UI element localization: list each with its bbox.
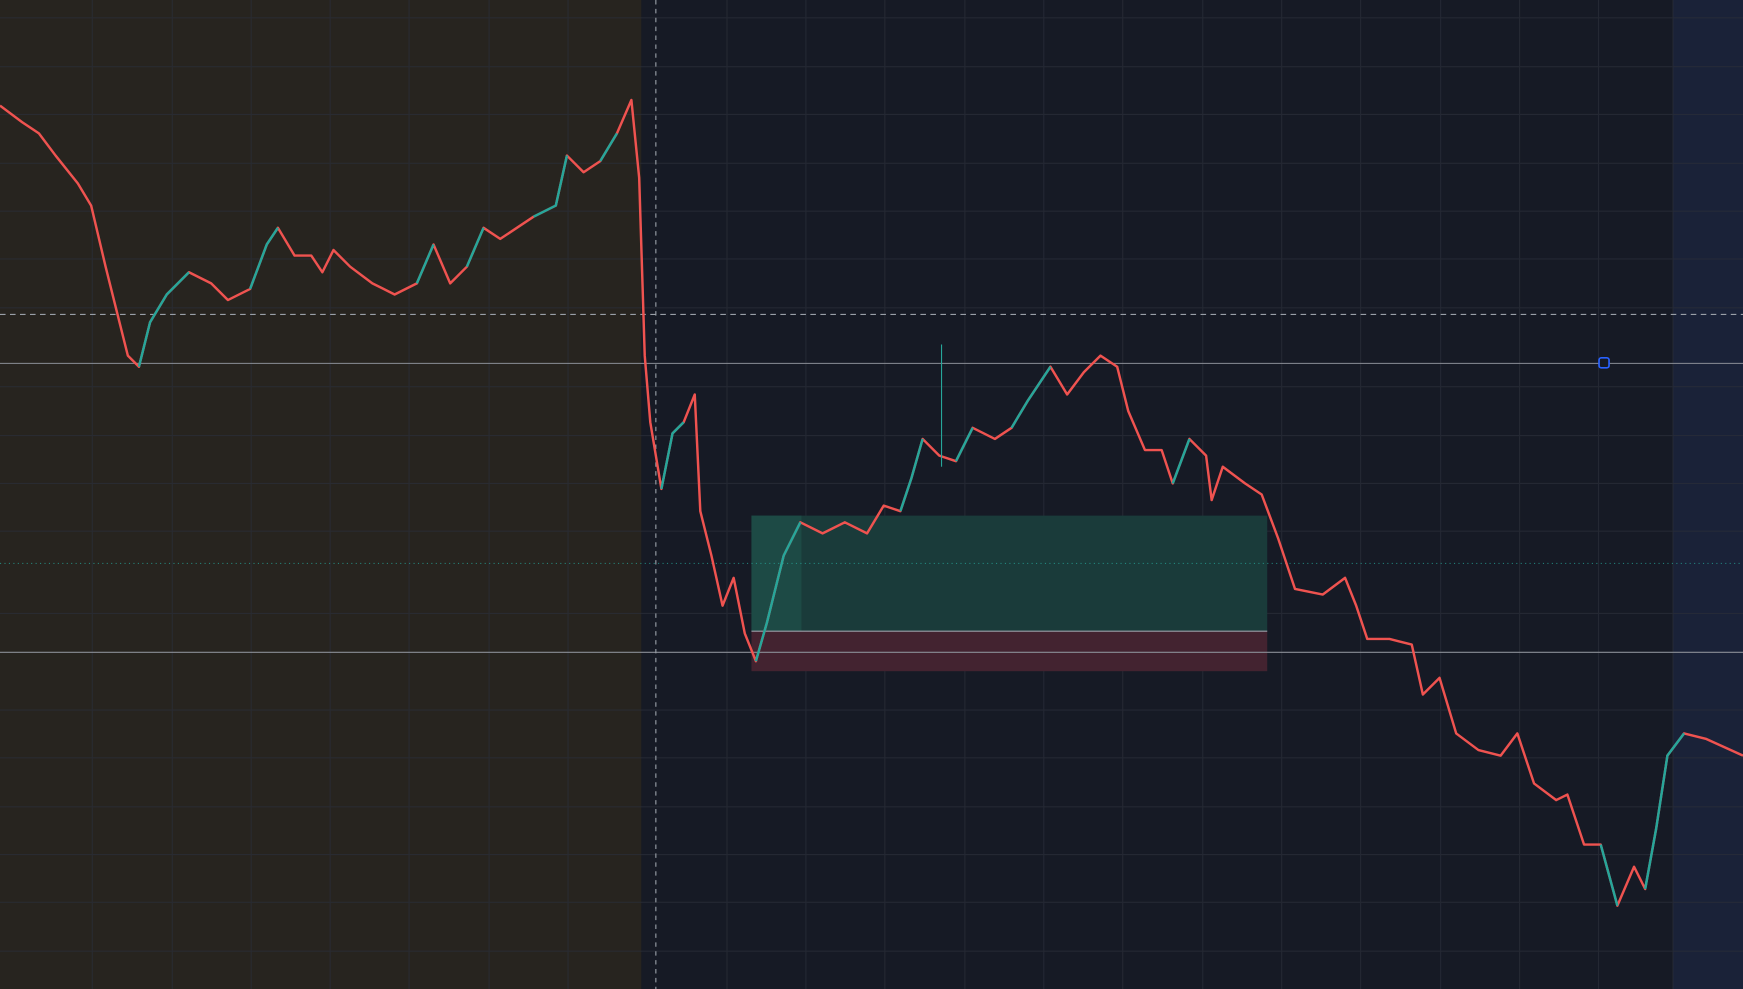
session-background	[641, 0, 1673, 989]
session-background	[1672, 0, 1743, 989]
profit-zone[interactable]	[751, 515, 1268, 632]
price-rises	[137, 132, 1686, 906]
loss-zone[interactable]	[751, 631, 1268, 672]
price-series	[0, 98, 1743, 907]
session-background	[0, 0, 642, 989]
drawing-handle[interactable]	[1598, 356, 1610, 369]
